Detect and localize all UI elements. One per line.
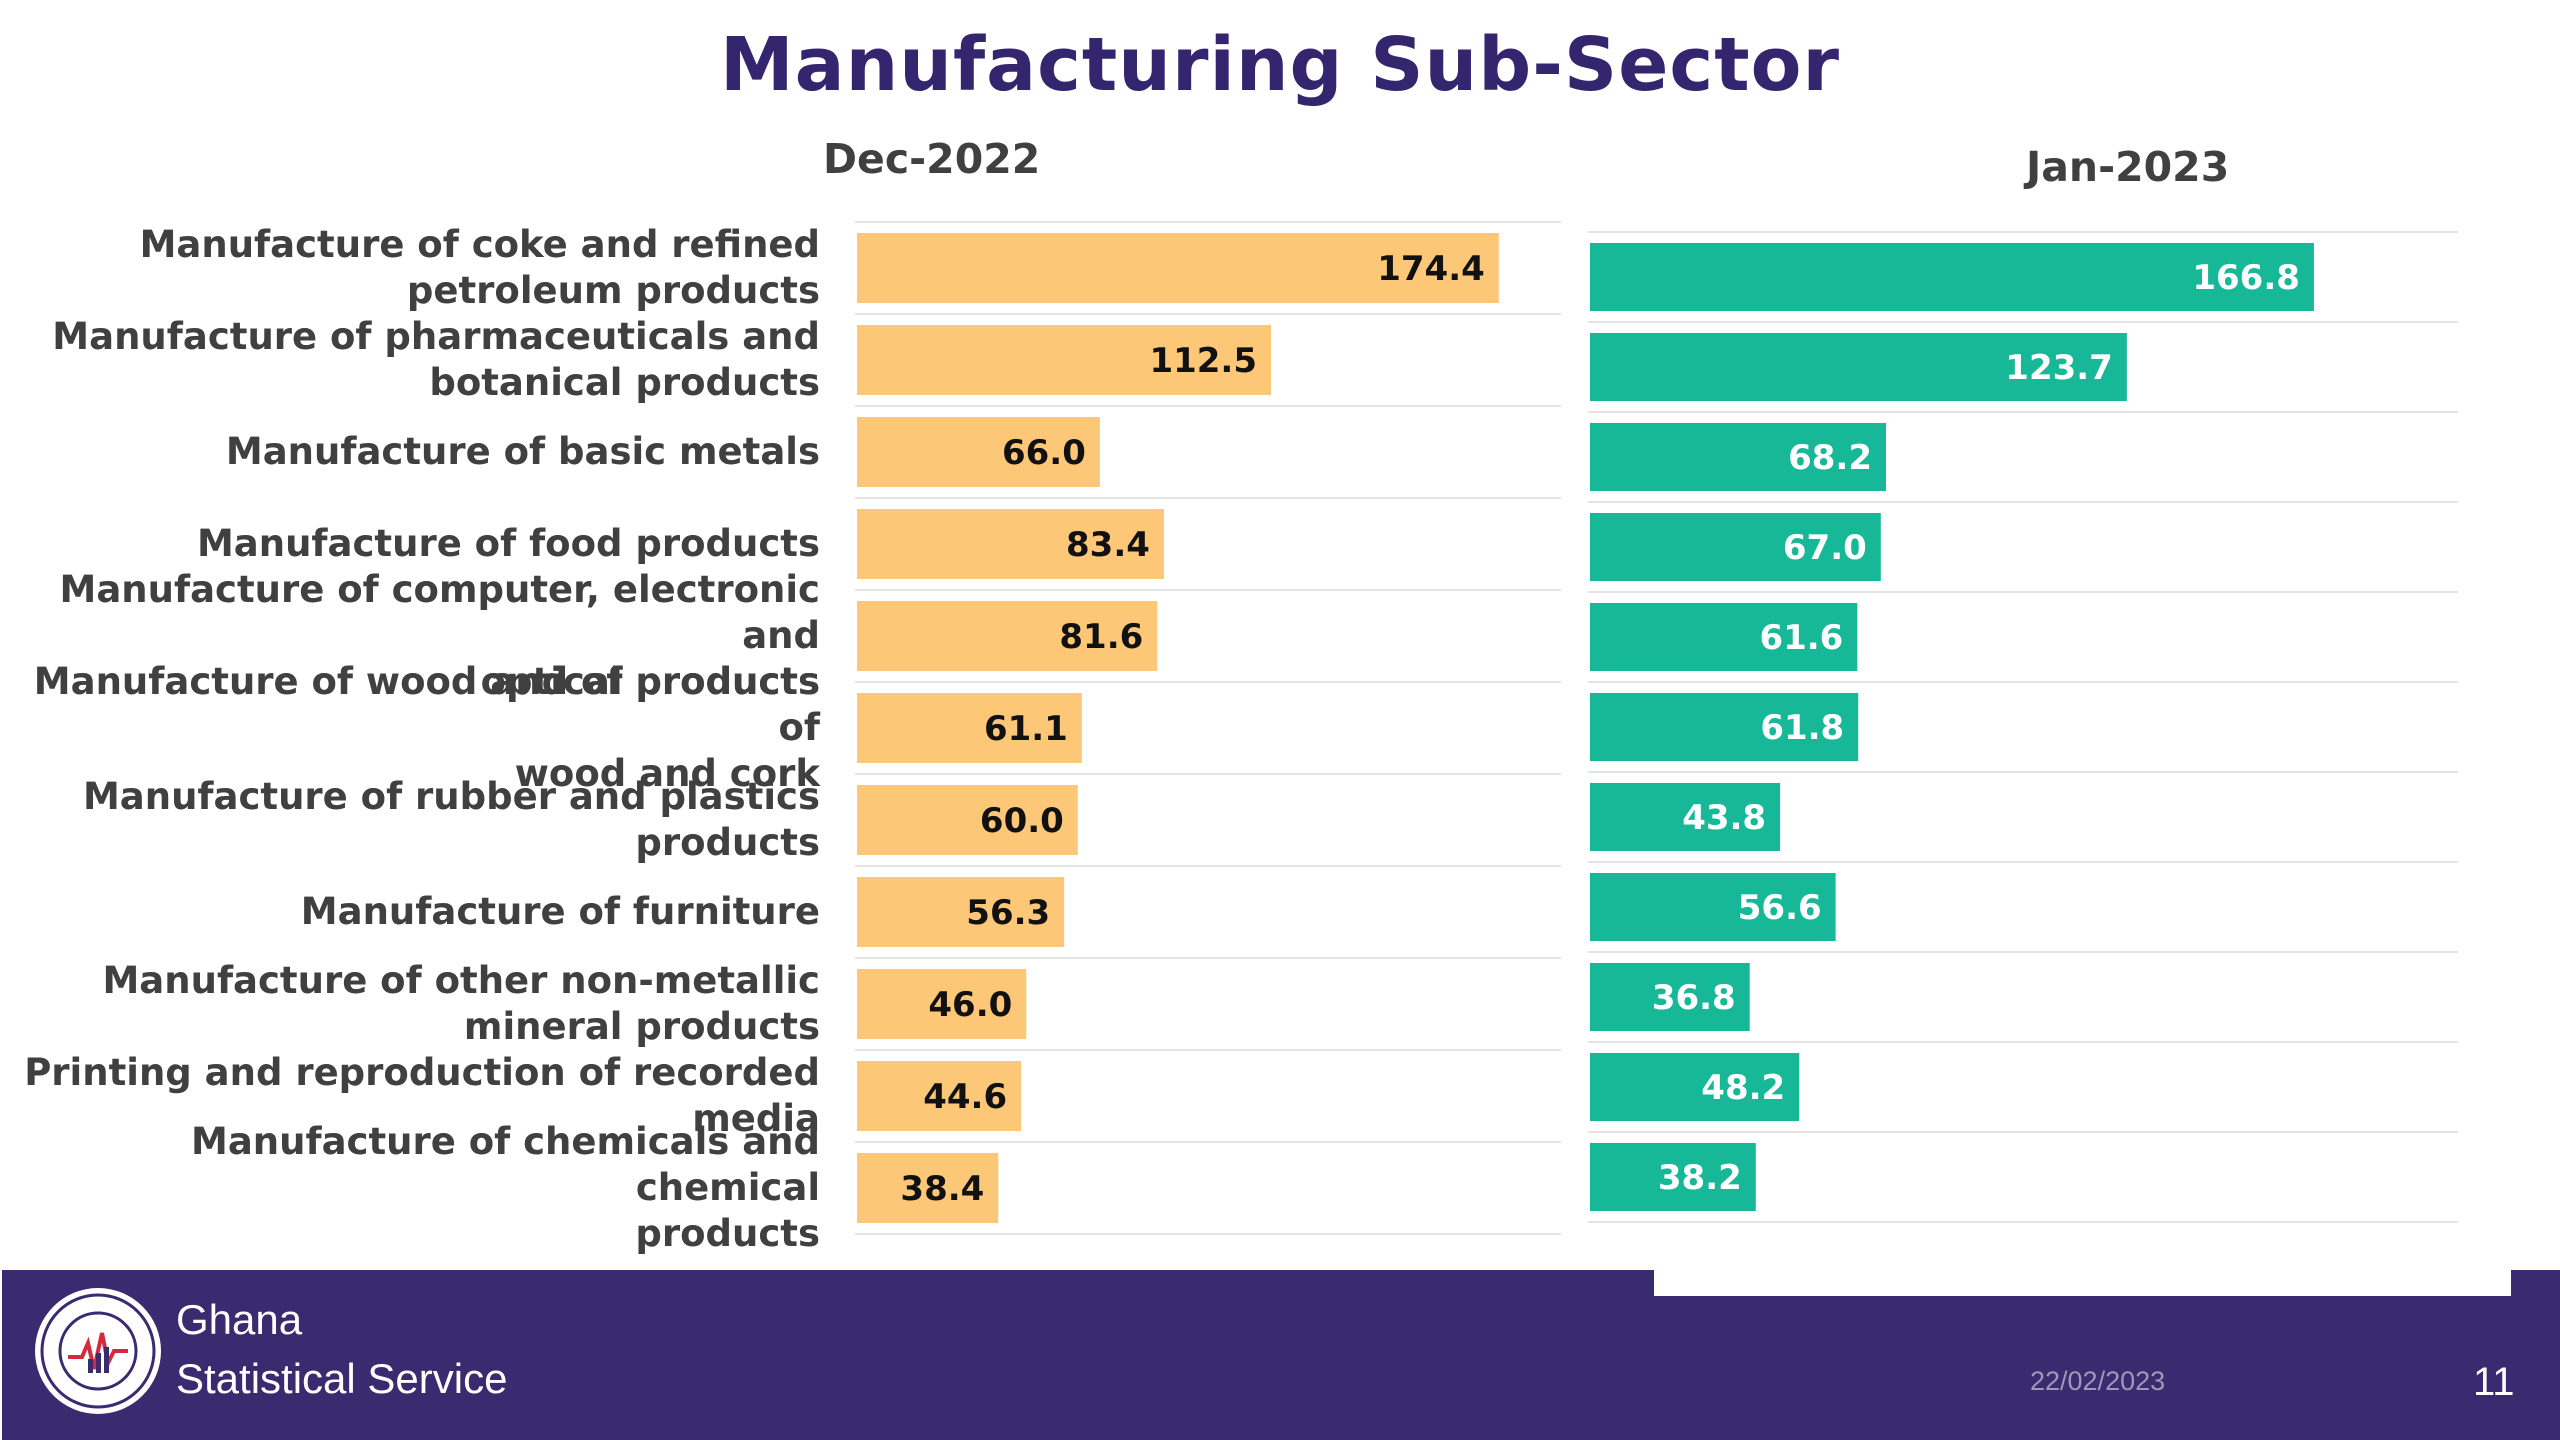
bar — [857, 785, 1078, 855]
bar-value-label: 166.8 — [2192, 258, 2300, 298]
bar — [1590, 783, 1781, 851]
bar-value-label: 46.0 — [928, 985, 1012, 1025]
bar — [857, 233, 1499, 303]
footer-notch — [1654, 1270, 2511, 1296]
bar — [1590, 693, 1859, 761]
bar — [1590, 333, 2127, 401]
category-label: Manufacture of rubber and plastics produc… — [0, 774, 820, 866]
bar-value-label: 81.6 — [1059, 617, 1143, 657]
bar — [1590, 423, 1886, 491]
bar-value-label: 56.3 — [966, 893, 1050, 933]
bar — [857, 877, 1065, 947]
category-label-line: Manufacture of computer, electronic and — [59, 568, 821, 657]
page-number: 11 — [2473, 1360, 2515, 1404]
bar-value-label: 61.1 — [984, 709, 1068, 749]
category-label-line: mineral products — [463, 1005, 820, 1048]
category-label-line: Manufacture of coke and refined — [139, 223, 820, 266]
bar — [857, 969, 1027, 1039]
org-name-line2: Statistical Service — [176, 1355, 508, 1402]
chart-jan-2023: 166.8 123.7 68.2 67.0 61.6 61.8 43.8 56.6 36.8 48… — [1588, 231, 2458, 1223]
category-label-line: wood and cork — [514, 752, 820, 795]
bar — [1590, 873, 1836, 941]
bar-value-label: 56.6 — [1738, 888, 1822, 928]
bar — [857, 1153, 999, 1223]
slide-date: 22/02/2023 — [2030, 1366, 2166, 1396]
category-label-line: Manufacture of chemicals and chemical — [191, 1120, 820, 1209]
bar-value-label: 174.4 — [1377, 249, 1485, 289]
category-label-line: Manufacture of basic metals — [225, 430, 820, 473]
category-label-line: Manufacture of furniture — [300, 890, 820, 933]
bar-value-label: 44.6 — [923, 1077, 1007, 1117]
category-label-line: optical products — [480, 660, 820, 703]
category-label-line: products — [635, 821, 820, 864]
bar — [1590, 1143, 1756, 1211]
category-label-line: products — [635, 1212, 820, 1255]
bar — [857, 325, 1271, 395]
bar-value-label: 83.4 — [1066, 525, 1150, 565]
org-name-line1: Ghana — [176, 1296, 303, 1343]
bar-value-label: 38.4 — [900, 1169, 984, 1209]
category-label: Manufacture of chemicals and chemical pro… — [0, 1120, 820, 1255]
bar-value-label: 36.8 — [1652, 978, 1736, 1018]
category-label-line: media — [692, 1097, 820, 1140]
chart-dec-2022: 174.4 112.5 66.0 83.4 81.6 61.1 60.0 56.3 46.0 44… — [855, 221, 1561, 1235]
panel-title-dec-2022: Dec-2022 — [823, 135, 1041, 183]
bar — [1590, 243, 2314, 311]
bar — [857, 693, 1082, 763]
bar-value-label: 68.2 — [1788, 438, 1872, 478]
footer-bar — [2, 1270, 2560, 1440]
bar — [857, 509, 1164, 579]
bar-value-label: 61.6 — [1759, 618, 1843, 658]
category-label-line: Manufacture of rubber and plastics — [82, 775, 820, 818]
bar — [857, 601, 1158, 671]
bar-value-label: 60.0 — [980, 801, 1064, 841]
category-label: Manufacture of basic metals — [0, 406, 820, 498]
category-label: Printing and reproduction of recorded med… — [0, 1050, 820, 1142]
category-label-line: Manufacture of food products — [196, 522, 820, 565]
bar-value-label: 61.8 — [1760, 708, 1844, 748]
bar — [857, 1061, 1022, 1131]
category-label-line: botanical products — [429, 361, 820, 404]
category-label-line: petroleum products — [406, 269, 820, 312]
category-label: Manufacture of food products — [0, 498, 820, 590]
category-label: Manufacture of pharmaceuticals and botani… — [0, 314, 820, 406]
category-label: Manufacture of computer, electronic and o… — [0, 568, 821, 703]
category-label: Manufacture of coke and refined petroleum… — [0, 222, 820, 314]
bar-value-label: 38.2 — [1658, 1158, 1742, 1198]
panel-title-jan-2023: Jan-2023 — [2026, 143, 2230, 191]
bar — [857, 417, 1100, 487]
bar-value-label: 123.7 — [2005, 348, 2113, 388]
ghana-statistical-service-seal-icon — [35, 1288, 161, 1414]
category-label: Manufacture of wood and of products of wo… — [0, 660, 820, 795]
slide-title: Manufacturing Sub-Sector — [720, 22, 1840, 108]
bar-value-label: 67.0 — [1783, 528, 1867, 568]
bar — [1590, 603, 1858, 671]
bar — [1590, 1053, 1800, 1121]
bar-value-label: 66.0 — [1002, 433, 1086, 473]
bar-value-label: 112.5 — [1149, 341, 1257, 381]
category-label: Manufacture of furniture — [0, 866, 820, 958]
category-label-line: Manufacture of wood and of products of — [33, 660, 820, 749]
bar-value-label: 48.2 — [1701, 1068, 1785, 1108]
bar — [1590, 513, 1881, 581]
category-label-line: Manufacture of pharmaceuticals and — [52, 315, 820, 358]
category-label-line: Printing and reproduction of recorded — [24, 1051, 820, 1094]
bar — [1590, 963, 1750, 1031]
bar-value-label: 43.8 — [1682, 798, 1766, 838]
category-label: Manufacture of other non-metallic mineral… — [0, 958, 820, 1050]
category-label-line: Manufacture of other non-metallic — [102, 959, 820, 1002]
